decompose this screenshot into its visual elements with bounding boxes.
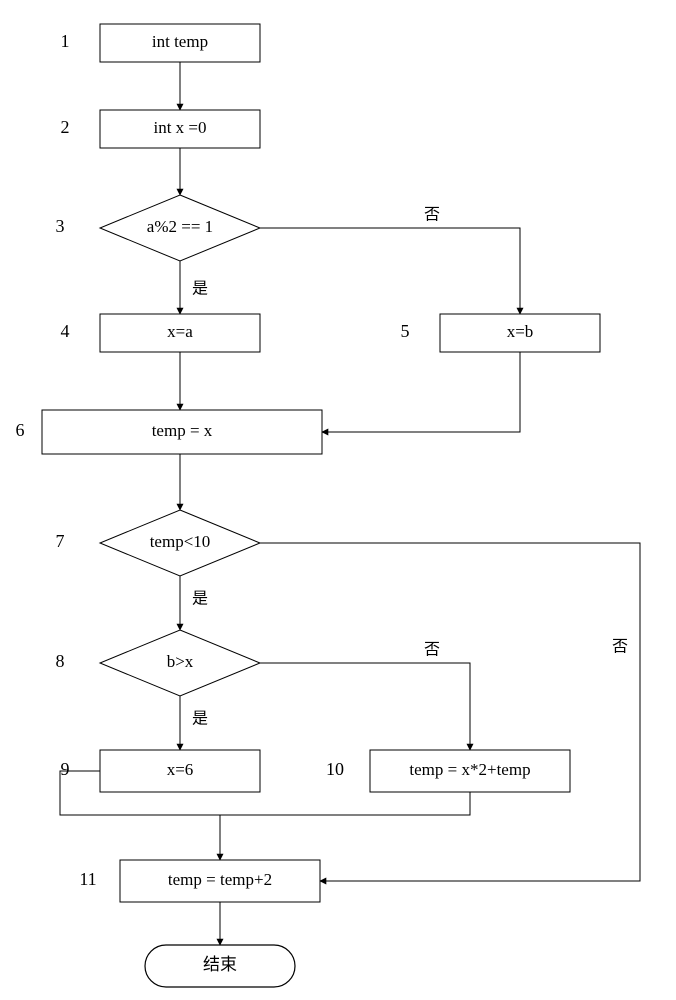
node-label-n10: temp = x*2+temp — [409, 760, 530, 779]
step-number-n5: 5 — [401, 321, 410, 341]
edge-n7-n11 — [260, 543, 640, 881]
node-label-n1: int temp — [152, 32, 208, 51]
node-label-n8: b>x — [167, 652, 194, 671]
step-number-n11: 11 — [79, 869, 96, 889]
edge-label-n3-n4: 是 — [192, 281, 208, 298]
edge-n5-n6 — [322, 352, 520, 432]
edge-label-n8-n9: 是 — [192, 711, 208, 728]
node-label-n9: x=6 — [167, 760, 194, 779]
edge-n10-n11 — [220, 792, 470, 815]
edge-label-n3-n5: 否 — [424, 207, 440, 224]
step-number-n6: 6 — [16, 420, 25, 440]
step-number-n2: 2 — [61, 117, 70, 137]
step-number-n3: 3 — [56, 216, 65, 236]
flowchart-canvas: int temp int x =0 a%2 == 1 x=a x=b temp = x te… — [0, 0, 676, 1000]
step-number-n7: 7 — [56, 531, 65, 551]
node-label-n3: a%2 == 1 — [147, 217, 213, 236]
step-number-n9: 9 — [61, 759, 70, 779]
node-label-n2: int x =0 — [153, 118, 206, 137]
edge-label-n8-n10: 否 — [424, 642, 440, 659]
edge-label-n7-n11: 否 — [612, 639, 628, 656]
node-label-n5: x=b — [507, 322, 534, 341]
node-label-n11: temp = temp+2 — [168, 870, 272, 889]
edge-n8-n10 — [260, 663, 470, 750]
step-number-n8: 8 — [56, 651, 65, 671]
edge-n3-n5 — [260, 228, 520, 314]
node-label-n7: temp<10 — [150, 532, 211, 551]
step-number-n4: 4 — [61, 321, 70, 341]
step-number-n1: 1 — [61, 31, 70, 51]
node-label-end: 结束 — [203, 955, 237, 974]
node-label-n4: x=a — [167, 322, 193, 341]
node-label-n6: temp = x — [152, 421, 213, 440]
edge-label-n7-n8: 是 — [192, 591, 208, 608]
step-number-n10: 10 — [326, 759, 344, 779]
